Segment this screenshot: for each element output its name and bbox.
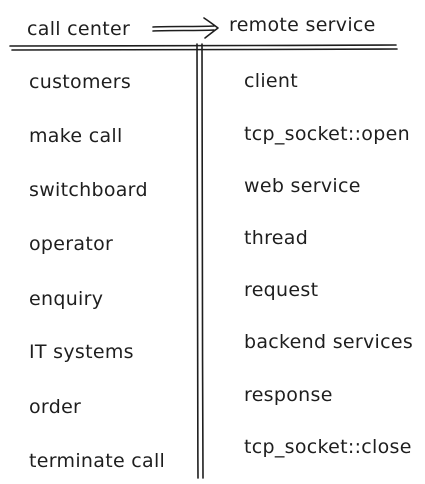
column-divider <box>196 43 204 479</box>
left-item-order: order <box>29 396 82 418</box>
left-item-it-systems: IT systems <box>29 341 134 363</box>
header-divider <box>9 44 398 51</box>
left-item-switchboard: switchboard <box>29 179 148 201</box>
right-item-web-service: web service <box>244 175 361 197</box>
left-item-operator: operator <box>29 233 114 255</box>
right-item-thread: thread <box>244 227 309 249</box>
left-item-customers: customers <box>29 71 132 93</box>
left-item-enquiry: enquiry <box>29 288 104 310</box>
right-item-response: response <box>244 384 333 406</box>
right-item-client: client <box>244 70 298 92</box>
header-left-label: call center <box>27 18 131 40</box>
left-item-make-call: make call <box>29 125 123 147</box>
right-item-request: request <box>244 279 319 301</box>
mapping-arrow-icon <box>152 17 219 39</box>
header-right-label: remote service <box>229 14 376 36</box>
right-item-tcp-socket-close: tcp_socket::close <box>244 436 412 458</box>
left-item-terminate-call: terminate call <box>29 450 166 472</box>
right-item-backend-services: backend services <box>244 331 414 353</box>
right-item-tcp-socket-open: tcp_socket::open <box>244 123 410 145</box>
